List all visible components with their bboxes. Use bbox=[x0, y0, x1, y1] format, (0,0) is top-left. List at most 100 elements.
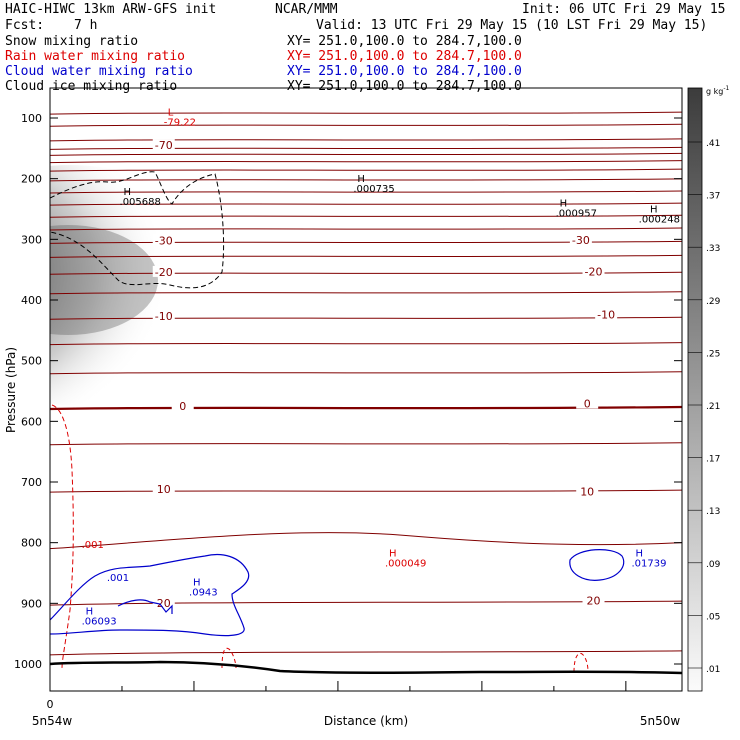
isotherm-23 bbox=[50, 600, 682, 606]
extremum-value-4: .000248 bbox=[639, 214, 680, 225]
y-tick-label-6: 700 bbox=[21, 476, 42, 489]
y-tick-label-9: 1000 bbox=[14, 658, 42, 671]
colorbar-label-2: .33 bbox=[706, 244, 720, 254]
y-tick-label-0: 100 bbox=[21, 112, 42, 125]
isotherm-1 bbox=[50, 123, 682, 127]
colorbar-label-8: .09 bbox=[706, 560, 721, 570]
isotherm-label-bg-10 bbox=[576, 485, 599, 497]
valid-time: Valid: 13 UTC Fri 29 May 15 (10 LST Fri … bbox=[316, 18, 708, 33]
isotherm-20 bbox=[50, 442, 682, 446]
y-tick-label-2: 300 bbox=[21, 233, 42, 246]
field-xy-rain: XY= 251.0,100.0 to 284.7,100.0 bbox=[287, 49, 522, 64]
isotherm-label-9: 10 bbox=[157, 483, 171, 496]
colorbar-label-3: .29 bbox=[706, 297, 721, 307]
isotherm-labels: -70 -30 -30 -20 -20 -10 -10 0 0 10 10 20 20 bbox=[152, 139, 618, 610]
colorbar-label-9: .05 bbox=[706, 612, 720, 622]
isotherm-5 bbox=[50, 160, 682, 164]
colorbar-label-0: .41 bbox=[706, 139, 720, 149]
extremum-kind-0: L bbox=[168, 107, 174, 118]
terrain-line bbox=[49, 660, 683, 675]
y-tick-label-7: 800 bbox=[21, 537, 42, 550]
cloud-ice-contour bbox=[50, 171, 225, 289]
field-label-cloudwater: Cloud water mixing ratio bbox=[5, 64, 193, 79]
isotherm-label-6: -10 bbox=[597, 308, 615, 321]
temperature-isotherms bbox=[50, 111, 682, 656]
isotherm-label-12: 20 bbox=[587, 595, 601, 608]
isotherm-label-bg-4 bbox=[582, 265, 605, 277]
model-title: HAIC-HIWC 13km ARW-GFS init bbox=[5, 2, 217, 17]
isotherm-19 bbox=[50, 405, 682, 411]
isotherm-13 bbox=[50, 254, 682, 258]
extremum-value-2: .000735 bbox=[353, 184, 394, 195]
extremum-kind-4: H bbox=[650, 204, 658, 215]
plot-frame bbox=[49, 87, 683, 692]
colorbar-ticks: .41 .37 .33 .29 .25 .21 .17 .13 .09 .05 .01 bbox=[688, 139, 721, 675]
extremum-value-8: .06093 bbox=[82, 617, 117, 628]
colorbar-unit-base: g kg bbox=[706, 87, 723, 96]
extremum-kind-6: H bbox=[635, 548, 643, 559]
isotherm-8 bbox=[50, 190, 682, 194]
isotherm-label-bg-6 bbox=[595, 308, 618, 320]
isotherm-12 bbox=[50, 240, 682, 244]
isotherm-2 bbox=[50, 138, 682, 142]
x-end-label-left: 5n54w bbox=[32, 714, 73, 728]
isotherm-11 bbox=[50, 227, 682, 231]
isotherm-17 bbox=[50, 342, 682, 346]
snow-mixing-ratio-core bbox=[50, 225, 158, 335]
isotherm-label-bg-1 bbox=[152, 234, 175, 246]
colorbar-unit-exp: -1 bbox=[723, 85, 729, 92]
field-label-snow: Snow mixing ratio bbox=[5, 34, 139, 49]
extremum-value-0: -79.22 bbox=[164, 117, 196, 128]
isotherm-22 bbox=[50, 532, 682, 550]
cloud-water-contours bbox=[50, 549, 625, 637]
field-label-cloudice: Cloud ice mixing ratio bbox=[5, 79, 178, 94]
field-xy-snow: XY= 251.0,100.0 to 284.7,100.0 bbox=[287, 34, 522, 49]
isotherm-label-4: -20 bbox=[585, 265, 603, 278]
colorbar-label-4: .25 bbox=[706, 349, 720, 359]
isotherm-label-bg-5 bbox=[152, 310, 175, 322]
isotherm-label-10: 10 bbox=[580, 486, 594, 499]
isotherm-label-11: 20 bbox=[157, 597, 171, 610]
field-label-rain: Rain water mixing ratio bbox=[5, 49, 186, 64]
y-tick-label-1: 200 bbox=[21, 173, 42, 186]
x-tick-label-0: 0 bbox=[47, 698, 54, 711]
isotherm-0 bbox=[50, 111, 682, 115]
isotherm-label-bg-12 bbox=[582, 594, 605, 606]
isotherm-label-0: -70 bbox=[155, 139, 173, 152]
isotherm-label-5: -10 bbox=[155, 310, 173, 323]
isotherm-9 bbox=[50, 202, 682, 206]
forecast-hour: 7 h bbox=[74, 18, 98, 33]
rain-water-contours bbox=[51, 404, 589, 673]
colorbar bbox=[687, 87, 703, 692]
isotherm-3 bbox=[50, 146, 682, 150]
field-xy-cloudwater: XY= 251.0,100.0 to 284.7,100.0 bbox=[287, 64, 522, 79]
isotherm-4 bbox=[50, 152, 682, 156]
extremum-value-1: .005688 bbox=[120, 197, 161, 208]
isotherm-16 bbox=[50, 316, 682, 320]
extremum-kind-7: H bbox=[193, 577, 201, 588]
isotherm-15 bbox=[50, 291, 682, 295]
isotherm-6 bbox=[50, 168, 682, 172]
isotherm-14 bbox=[50, 271, 682, 275]
isotherm-label-1: -30 bbox=[155, 234, 173, 247]
snow-mixing-ratio-shading bbox=[50, 165, 235, 405]
isotherm-label-3: -20 bbox=[155, 266, 173, 279]
isotherm-label-bg-9 bbox=[152, 483, 175, 495]
colorbar-label-6: .17 bbox=[706, 455, 720, 465]
colorbar-label-7: .13 bbox=[706, 507, 720, 517]
colorbar-unit: g kg-1 bbox=[706, 85, 730, 96]
isotherm-label-8: 0 bbox=[584, 398, 591, 411]
contour-label-1: .001 bbox=[107, 573, 129, 584]
contour-value-labels: .001 .001 bbox=[82, 540, 130, 584]
isotherm-label-7: 0 bbox=[179, 400, 186, 413]
isotherm-label-bg-0 bbox=[152, 139, 175, 151]
extremum-kind-8: H bbox=[86, 607, 94, 618]
isotherm-label-bg-2 bbox=[569, 233, 592, 245]
y-tick-label-5: 600 bbox=[21, 415, 42, 428]
extremum-value-5: .000049 bbox=[385, 558, 426, 569]
isotherm-24 bbox=[50, 650, 682, 656]
colorbar-label-5: .21 bbox=[706, 402, 720, 412]
isotherm-label-bg-7 bbox=[171, 399, 194, 411]
colorbar-label-1: .37 bbox=[706, 192, 720, 202]
